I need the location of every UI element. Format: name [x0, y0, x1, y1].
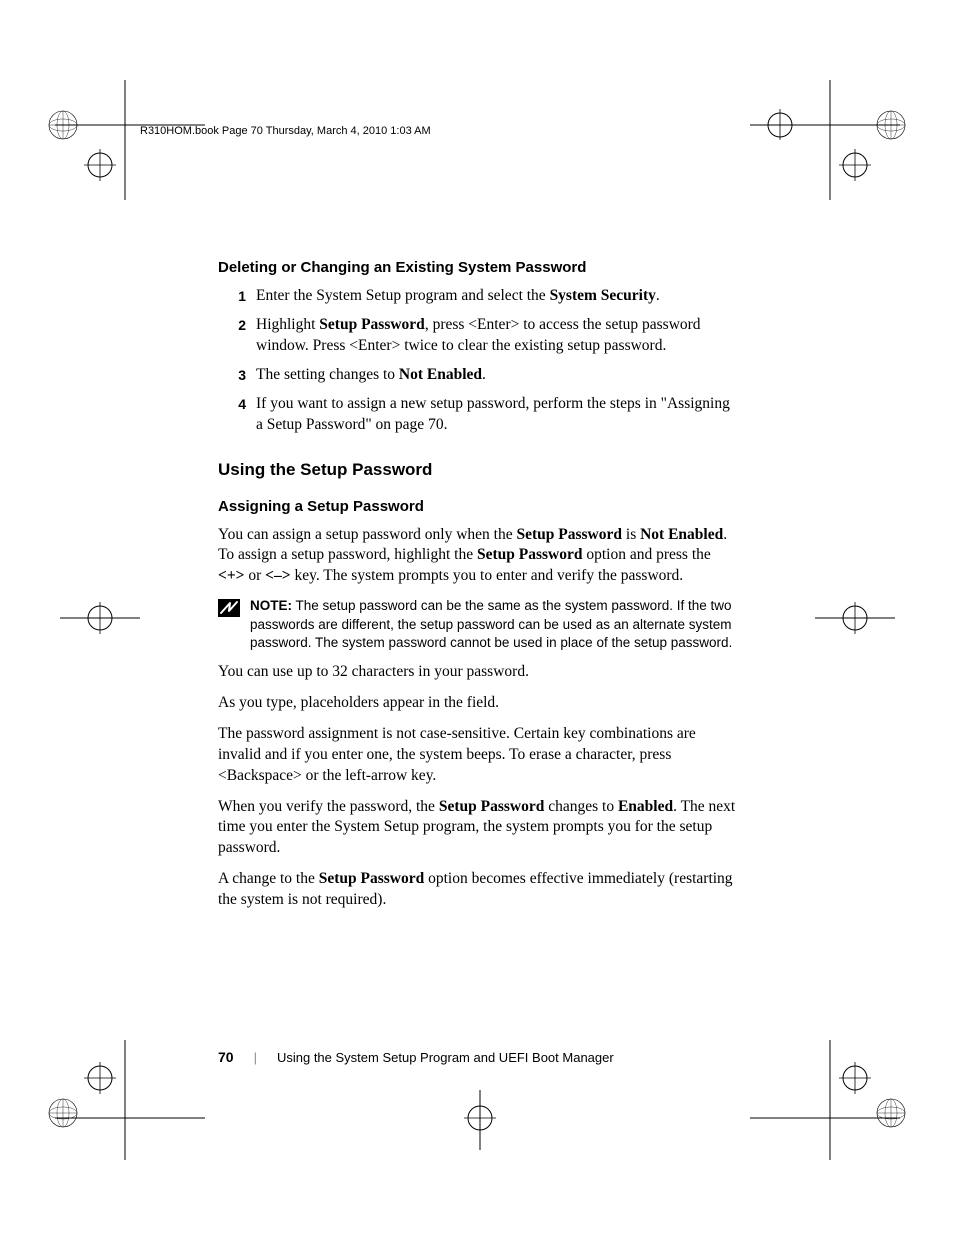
numbered-steps: 1 Enter the System Setup program and sel… — [218, 286, 738, 436]
registration-globe-icon — [876, 110, 906, 140]
step-number: 3 — [218, 365, 256, 386]
note-text: NOTE: The setup password can be the same… — [250, 597, 738, 652]
footer-separator: | — [254, 1050, 257, 1065]
registration-globe-icon — [876, 1098, 906, 1128]
crop-mark-icon — [440, 1090, 520, 1150]
step-text: The setting changes to Not Enabled. — [256, 365, 738, 386]
paragraph: The password assignment is not case-sens… — [218, 724, 738, 787]
crop-mark-icon — [60, 590, 140, 650]
step-text: If you want to assign a new setup passwo… — [256, 394, 738, 436]
step-4: 4 If you want to assign a new setup pass… — [218, 394, 738, 436]
content-column: Deleting or Changing an Existing System … — [218, 259, 738, 921]
heading-using-setup-password: Using the Setup Password — [218, 460, 738, 480]
heading-assigning-setup-password: Assigning a Setup Password — [218, 498, 738, 515]
registration-globe-icon — [48, 1098, 78, 1128]
step-number: 4 — [218, 394, 256, 436]
note-block: NOTE: The setup password can be the same… — [218, 597, 738, 652]
crop-mark-icon — [815, 590, 895, 650]
step-3: 3 The setting changes to Not Enabled. — [218, 365, 738, 386]
note-label: NOTE: — [250, 598, 292, 613]
step-text: Enter the System Setup program and selec… — [256, 286, 738, 307]
crop-mark-icon — [55, 80, 205, 200]
step-number: 2 — [218, 315, 256, 357]
step-text: Highlight Setup Password, press <Enter> … — [256, 315, 738, 357]
step-number: 1 — [218, 286, 256, 307]
paragraph: A change to the Setup Password option be… — [218, 869, 738, 911]
registration-globe-icon — [48, 110, 78, 140]
page: R310HOM.book Page 70 Thursday, March 4, … — [0, 0, 954, 1235]
paragraph: You can assign a setup password only whe… — [218, 525, 738, 588]
page-footer: 70 | Using the System Setup Program and … — [218, 1049, 738, 1065]
paragraph: You can use up to 32 characters in your … — [218, 662, 738, 683]
note-icon — [218, 599, 240, 617]
page-number: 70 — [218, 1049, 234, 1065]
step-1: 1 Enter the System Setup program and sel… — [218, 286, 738, 307]
crop-mark-icon — [750, 80, 810, 140]
heading-delete-change-password: Deleting or Changing an Existing System … — [218, 259, 738, 276]
paragraph: When you verify the password, the Setup … — [218, 797, 738, 860]
step-2: 2 Highlight Setup Password, press <Enter… — [218, 315, 738, 357]
paragraph: As you type, placeholders appear in the … — [218, 693, 738, 714]
footer-chapter-title: Using the System Setup Program and UEFI … — [277, 1050, 614, 1065]
